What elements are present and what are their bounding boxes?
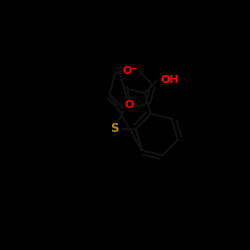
Text: OH: OH (160, 75, 179, 85)
Text: O⁻: O⁻ (123, 66, 138, 76)
Text: O: O (124, 100, 134, 110)
Text: S: S (110, 122, 118, 135)
